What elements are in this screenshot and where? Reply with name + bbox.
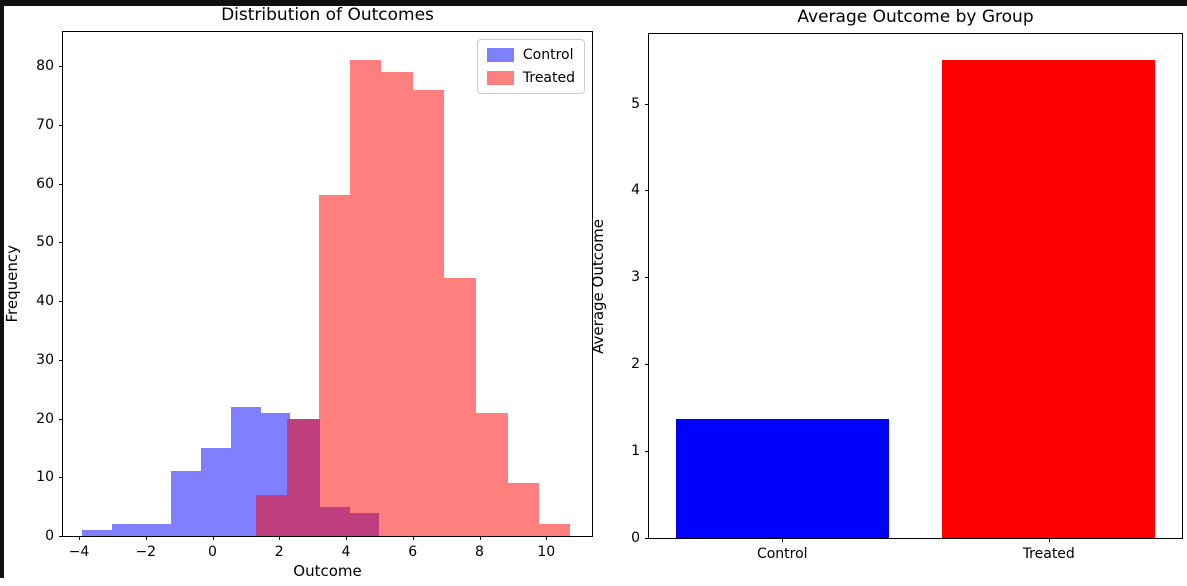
screenshot-border-top xyxy=(0,0,1187,6)
x-tick-mark xyxy=(479,536,481,540)
x-tick-mark xyxy=(782,538,784,542)
y-tick-label: 30 xyxy=(36,351,54,368)
bar-chart-ylabel: Average Outcome xyxy=(588,34,608,538)
y-tick-mark xyxy=(59,418,63,420)
x-tick-mark xyxy=(279,536,281,540)
x-tick-label: −2 xyxy=(135,544,157,560)
y-tick-mark xyxy=(59,66,63,68)
screenshot-border-left xyxy=(0,0,4,578)
y-tick-mark xyxy=(645,364,649,366)
hist-bin-treated-3 xyxy=(350,60,382,536)
x-tick-label: 8 xyxy=(475,544,484,560)
legend: Control Treated xyxy=(476,39,585,94)
y-tick-label: 0 xyxy=(631,530,640,546)
legend-label-control: Control xyxy=(522,47,574,63)
y-tick-label: 60 xyxy=(36,175,54,192)
x-tick-mark xyxy=(412,536,414,540)
legend-label-treated: Treated xyxy=(522,70,575,86)
y-tick-label: 0 xyxy=(45,528,54,544)
y-tick-mark xyxy=(645,538,649,539)
hist-bin-treated-7 xyxy=(475,412,508,536)
legend-entry-control: Control xyxy=(486,47,575,63)
y-tick-mark xyxy=(645,103,649,105)
x-tick-mark xyxy=(546,536,548,540)
hist-bin-treated-9 xyxy=(538,524,571,536)
y-tick-label: 4 xyxy=(631,182,640,199)
bar-chart-title: Average Outcome by Group xyxy=(797,7,1034,27)
x-tick-mark xyxy=(1048,538,1050,542)
hist-bin-treated-1 xyxy=(286,418,319,536)
x-tick-mark xyxy=(79,536,81,540)
legend-swatch-control-icon xyxy=(486,48,514,62)
y-tick-label: 80 xyxy=(36,58,54,75)
y-tick-mark xyxy=(59,359,63,361)
x-tick-mark xyxy=(346,536,348,540)
x-tick-label: −4 xyxy=(68,544,90,560)
y-tick-label: 40 xyxy=(36,293,54,310)
x-tick-label: 0 xyxy=(208,544,217,560)
legend-swatch-treated-icon xyxy=(486,71,514,85)
y-tick-mark xyxy=(59,124,63,126)
y-tick-mark xyxy=(59,242,63,244)
y-tick-label: 1 xyxy=(631,443,640,460)
y-tick-mark xyxy=(59,477,63,479)
x-tick-label: 6 xyxy=(408,544,418,560)
histogram-ylabel: Frequency xyxy=(2,32,22,536)
histogram-bars-layer xyxy=(63,32,592,536)
hist-bin-treated-2 xyxy=(318,195,350,536)
histogram-ylabel-text: Frequency xyxy=(3,245,21,323)
y-tick-mark xyxy=(59,183,63,185)
x-tick-label-treated: Treated xyxy=(1022,546,1075,562)
histogram-plot-area: Distribution of Outcomes Frequency Outco… xyxy=(3,5,593,580)
y-tick-mark xyxy=(59,301,63,303)
y-tick-label: 70 xyxy=(36,116,54,133)
bar-chart-plot-area: Average Outcome by Group Average Outcome… xyxy=(589,7,1183,562)
y-tick-label: 2 xyxy=(631,356,640,373)
bar-chart-bars-layer xyxy=(649,34,1182,538)
bar-control xyxy=(675,418,889,538)
x-tick-label: 2 xyxy=(274,544,284,560)
y-tick-mark xyxy=(645,277,649,279)
hist-bin-treated-6 xyxy=(444,277,476,536)
y-tick-label: 20 xyxy=(36,410,54,427)
x-tick-label: 10 xyxy=(537,544,556,560)
bar-chart-ylabel-text: Average Outcome xyxy=(589,218,607,354)
x-tick-label: 4 xyxy=(341,544,351,560)
y-tick-label: 3 xyxy=(631,269,640,286)
histogram-xlabel: Outcome xyxy=(293,562,362,580)
y-tick-label: 10 xyxy=(36,469,54,486)
legend-entry-treated: Treated xyxy=(486,70,575,86)
hist-bin-control-1 xyxy=(112,524,142,536)
bar-treated xyxy=(942,60,1156,538)
y-tick-label: 50 xyxy=(36,234,54,251)
x-tick-label-control: Control xyxy=(756,546,808,562)
hist-bin-control-0 xyxy=(82,530,113,536)
hist-bin-treated-8 xyxy=(507,483,539,536)
y-tick-mark xyxy=(59,536,63,537)
x-tick-mark xyxy=(145,536,147,540)
hist-bin-control-4 xyxy=(201,447,231,536)
hist-bin-treated-5 xyxy=(413,89,445,536)
y-tick-mark xyxy=(645,190,649,192)
y-tick-label: 5 xyxy=(631,95,640,112)
histogram-title: Distribution of Outcomes xyxy=(221,5,434,25)
x-tick-mark xyxy=(212,536,214,540)
hist-bin-treated-0 xyxy=(255,494,287,536)
hist-bin-treated-4 xyxy=(381,71,414,536)
y-tick-mark xyxy=(645,451,649,453)
hist-bin-control-3 xyxy=(171,471,202,536)
hist-bin-control-2 xyxy=(141,524,172,536)
